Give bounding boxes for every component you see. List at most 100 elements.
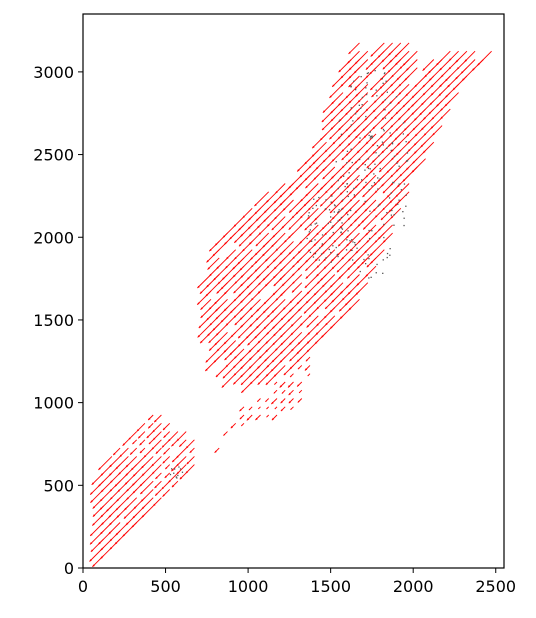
- data-speck: [341, 134, 342, 135]
- data-speck: [398, 200, 399, 201]
- data-speck: [350, 86, 351, 87]
- data-speck: [343, 176, 344, 177]
- data-speck: [308, 215, 309, 216]
- y-tick-label: 500: [43, 476, 74, 495]
- data-speck: [332, 225, 333, 226]
- data-speck: [386, 81, 387, 82]
- data-speck: [376, 272, 377, 273]
- data-speck: [310, 252, 311, 253]
- data-speck: [364, 170, 365, 171]
- data-speck: [335, 205, 336, 206]
- data-speck: [397, 204, 398, 205]
- data-speck: [376, 90, 377, 91]
- data-speck: [378, 205, 379, 206]
- data-speck: [330, 222, 331, 223]
- data-speck: [363, 259, 364, 260]
- data-speck: [384, 72, 385, 73]
- data-speck: [342, 229, 343, 230]
- data-speck: [354, 194, 355, 195]
- data-speck: [370, 168, 371, 169]
- data-speck: [371, 135, 372, 136]
- data-speck: [365, 201, 366, 202]
- data-speck: [319, 247, 320, 248]
- data-speck: [383, 224, 384, 225]
- data-speck: [362, 97, 363, 98]
- data-speck: [351, 239, 352, 240]
- data-speck: [307, 238, 308, 239]
- data-speck: [386, 212, 387, 213]
- data-speck: [353, 188, 354, 189]
- data-speck: [376, 264, 377, 265]
- data-speck: [370, 136, 371, 137]
- data-speck: [383, 83, 384, 84]
- data-speck: [403, 225, 404, 226]
- data-speck: [379, 178, 380, 179]
- data-speck: [392, 142, 393, 143]
- data-speck: [391, 210, 392, 211]
- data-speck: [354, 242, 355, 243]
- data-speck: [359, 137, 360, 138]
- data-speck: [355, 89, 356, 90]
- data-speck: [182, 472, 183, 473]
- y-tick-label: 2000: [33, 228, 74, 247]
- data-speck: [356, 248, 357, 249]
- data-speck: [383, 129, 384, 130]
- data-speck: [368, 230, 369, 231]
- data-speck: [351, 124, 352, 125]
- data-speck: [387, 253, 388, 254]
- data-speck: [174, 468, 175, 469]
- data-speck: [346, 183, 347, 184]
- data-speck: [341, 222, 342, 223]
- data-speck: [331, 202, 332, 203]
- data-speck: [365, 164, 366, 165]
- data-speck: [310, 229, 311, 230]
- data-speck: [331, 261, 332, 262]
- data-speck: [371, 185, 372, 186]
- data-speck: [377, 145, 378, 146]
- data-speck: [325, 199, 326, 200]
- data-speck: [176, 476, 177, 477]
- data-speck: [349, 240, 350, 241]
- data-speck: [336, 161, 337, 162]
- data-speck: [368, 72, 369, 73]
- data-speck: [180, 468, 181, 469]
- data-speck: [369, 135, 370, 136]
- data-speck: [341, 227, 342, 228]
- data-speck: [337, 212, 338, 213]
- data-speck: [377, 188, 378, 189]
- data-speck: [389, 103, 390, 104]
- data-speck: [391, 215, 392, 216]
- data-speck: [377, 177, 378, 178]
- data-speck: [385, 99, 386, 100]
- data-speck: [338, 220, 339, 221]
- data-speck: [375, 70, 376, 71]
- data-speck: [311, 241, 312, 242]
- data-speck: [362, 104, 363, 105]
- data-speck: [330, 252, 331, 253]
- data-speck: [355, 113, 356, 114]
- data-speck: [382, 273, 383, 274]
- x-tick-label: 2000: [393, 577, 434, 596]
- data-speck: [331, 195, 332, 196]
- data-speck: [365, 263, 366, 264]
- data-speck: [355, 244, 356, 245]
- data-speck: [406, 161, 407, 162]
- data-speck: [371, 230, 372, 231]
- data-speck: [359, 159, 360, 160]
- data-speck: [315, 253, 316, 254]
- data-speck: [374, 182, 375, 183]
- data-speck: [351, 250, 352, 251]
- x-tick-label: 1500: [310, 577, 351, 596]
- data-speck: [368, 158, 369, 159]
- x-tick-label: 0: [78, 577, 88, 596]
- data-speck: [383, 237, 384, 238]
- data-speck: [396, 163, 397, 164]
- data-speck: [386, 148, 387, 149]
- data-speck: [339, 209, 340, 210]
- data-speck: [391, 192, 392, 193]
- data-speck: [316, 223, 317, 224]
- data-speck: [313, 256, 314, 257]
- data-speck: [337, 254, 338, 255]
- data-speck: [404, 218, 405, 219]
- data-speck: [383, 144, 384, 145]
